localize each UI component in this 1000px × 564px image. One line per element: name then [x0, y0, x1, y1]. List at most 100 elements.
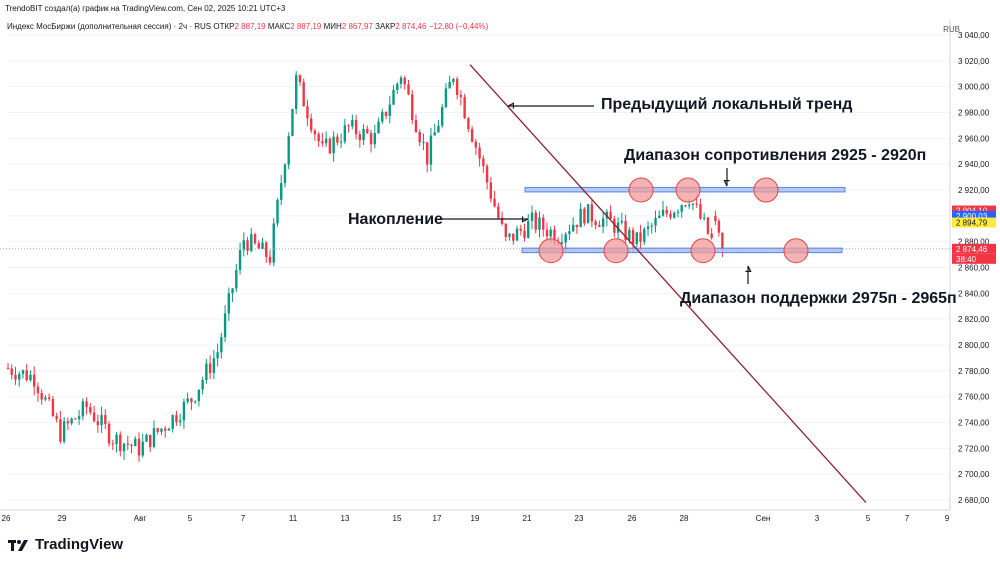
candle-body: [115, 434, 118, 444]
candle-body: [605, 211, 609, 219]
candle-body: [418, 131, 421, 143]
tradingview-icon: [8, 539, 28, 551]
candle-body: [601, 218, 605, 227]
candle-body: [392, 89, 395, 105]
y-tick-label: 2 700,00: [958, 470, 990, 479]
candle-body: [18, 373, 21, 380]
annotation-support: Диапазон поддержки 2975п - 2965п: [680, 290, 957, 307]
arrow-head: [745, 265, 752, 273]
candle-body: [339, 141, 343, 143]
candle-body: [635, 232, 638, 245]
candle-body: [250, 234, 253, 251]
x-tick-label: 7: [905, 514, 910, 523]
candle-body: [489, 182, 493, 199]
candle-body: [721, 232, 724, 249]
candle-body: [695, 203, 698, 205]
candle-body: [160, 428, 163, 432]
candle-body: [295, 75, 298, 109]
y-tick-label: 2 860,00: [958, 264, 990, 273]
candle-body: [246, 240, 249, 251]
candle-body: [208, 363, 212, 373]
y-tick-label: 3 020,00: [958, 57, 990, 66]
candle-body: [691, 203, 695, 205]
candle-body: [265, 242, 268, 257]
open-value: 2 887,19: [234, 22, 266, 31]
candle-body: [186, 398, 189, 402]
candle-body: [85, 401, 88, 408]
candle-body: [515, 228, 519, 241]
candle-body: [74, 418, 77, 420]
support-zone[interactable]: [521, 247, 843, 254]
candle-body: [25, 370, 28, 381]
candle-body: [650, 225, 653, 227]
candle-body: [227, 293, 231, 314]
candle-body: [321, 141, 324, 144]
x-tick-label: Сен: [756, 514, 771, 523]
x-tick-label: 13: [341, 514, 350, 523]
candle-body: [14, 374, 17, 380]
candle-body: [373, 133, 376, 145]
candle-body: [328, 138, 332, 154]
y-tick-label: 3 000,00: [958, 83, 990, 92]
candle-body: [613, 218, 616, 233]
candle-body: [463, 97, 466, 119]
candle-body: [699, 204, 702, 219]
candle-body: [485, 166, 489, 183]
candle-body: [433, 132, 436, 136]
high-label: МАКС: [267, 22, 291, 31]
price-tag-bg: [952, 205, 996, 216]
candle-body: [107, 424, 111, 444]
x-tick-label: 5: [866, 514, 871, 523]
candle-body: [631, 229, 635, 245]
candle-body: [201, 380, 204, 390]
support-touch-circle: [690, 238, 716, 264]
candle-body: [242, 240, 245, 250]
candle-body: [89, 407, 92, 413]
candle-body: [280, 183, 283, 200]
resistance-touch-circle: [753, 177, 779, 203]
candle-body: [70, 418, 73, 424]
trend-line[interactable]: [469, 64, 867, 504]
candle-body: [527, 220, 530, 238]
low-label: МИН: [323, 22, 342, 31]
candle-body: [482, 158, 485, 167]
candle-body: [302, 82, 305, 107]
candle-body: [100, 415, 103, 426]
support-touch-circle: [783, 238, 809, 264]
candle-body: [688, 204, 691, 206]
low-value: 2 867,97: [341, 22, 373, 31]
candle-body: [77, 416, 81, 420]
candle-body: [579, 208, 582, 228]
candle-body: [171, 415, 174, 429]
candle-body: [680, 205, 683, 212]
price-tag-bg: [952, 217, 996, 228]
candle-body: [545, 229, 549, 237]
candle-body: [399, 77, 403, 84]
candle-body: [654, 218, 657, 226]
price-tag-text: 2 874,46: [956, 245, 988, 254]
candle-body: [130, 444, 133, 447]
candle-body: [66, 421, 70, 424]
tradingview-logo[interactable]: TradingView: [8, 536, 123, 553]
candle-body: [298, 75, 302, 83]
candle-body: [152, 428, 156, 448]
candle-body: [317, 134, 320, 142]
candle-body: [134, 438, 137, 447]
candle-body: [62, 421, 66, 442]
candle-body: [639, 232, 642, 242]
candle-body: [351, 119, 354, 127]
candle-body: [586, 204, 590, 224]
price-tag-text: 2 894,79: [956, 219, 988, 228]
candle-body: [381, 111, 384, 122]
x-tick-label: 3: [815, 514, 820, 523]
countdown-text: 38:40: [956, 255, 977, 264]
candle-body: [542, 217, 545, 230]
candle-body: [676, 211, 680, 213]
y-tick-label: 2 980,00: [958, 109, 990, 118]
candle-body: [384, 111, 388, 116]
y-tick-label: 2 840,00: [958, 289, 990, 298]
candle-body: [429, 135, 433, 165]
candle-body: [684, 205, 687, 207]
candle-body: [549, 229, 552, 237]
